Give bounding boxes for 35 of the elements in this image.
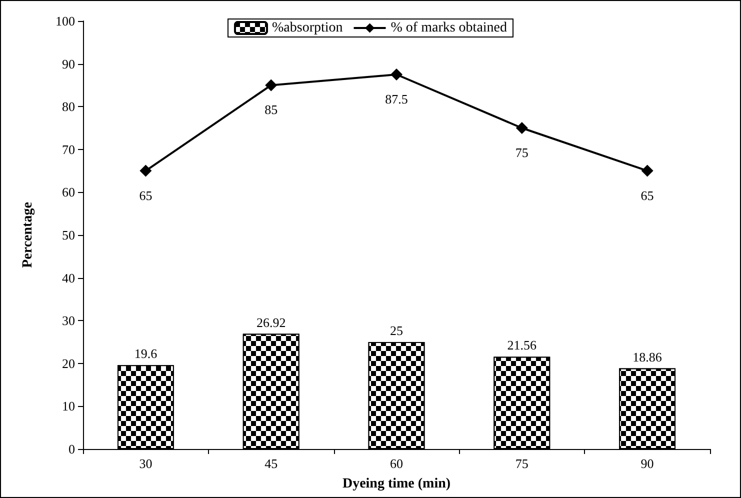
- legend-label: %absorption: [272, 20, 343, 36]
- y-tick-label: 100: [56, 14, 75, 28]
- y-tick-label: 60: [62, 184, 75, 200]
- y-tick-label: 80: [62, 99, 75, 114]
- x-tick-label: 75: [515, 456, 528, 471]
- data-label: 85: [264, 102, 278, 118]
- y-tick-label: 50: [62, 228, 75, 242]
- x-tick-label: 30: [139, 456, 152, 471]
- data-label: 65: [139, 188, 152, 203]
- data-label: 26.92: [256, 314, 286, 330]
- point: [265, 79, 278, 92]
- y-tick-label: 10: [62, 398, 75, 414]
- y-tick-label: 90: [62, 56, 75, 72]
- y-axis-title: Percentage: [20, 202, 36, 268]
- x-tick-label: 45: [264, 456, 278, 471]
- y-tick-label: 70: [62, 142, 75, 157]
- data-label: 87.5: [385, 92, 408, 106]
- y-tick-label: 20: [62, 356, 75, 371]
- x-axis-title: Dyeing time (min): [342, 476, 451, 492]
- data-label: 75: [515, 145, 528, 160]
- y-tick-label: 0: [68, 442, 75, 456]
- x-tick-label: 60: [390, 456, 403, 471]
- data-label: 21.56: [507, 338, 538, 353]
- point: [140, 164, 152, 177]
- y-tick-label: 30: [62, 313, 75, 328]
- x-tick-label: 90: [640, 456, 654, 471]
- data-label: 25: [390, 323, 403, 338]
- point: [516, 122, 528, 134]
- point: [390, 68, 402, 80]
- data-label: 18.86: [632, 349, 662, 364]
- legend-label: % of marks obtained: [390, 20, 508, 36]
- data-label: 19.6: [134, 346, 158, 362]
- point: [641, 164, 654, 177]
- data-label: 65: [640, 188, 654, 203]
- y-tick-label: 40: [62, 270, 75, 286]
